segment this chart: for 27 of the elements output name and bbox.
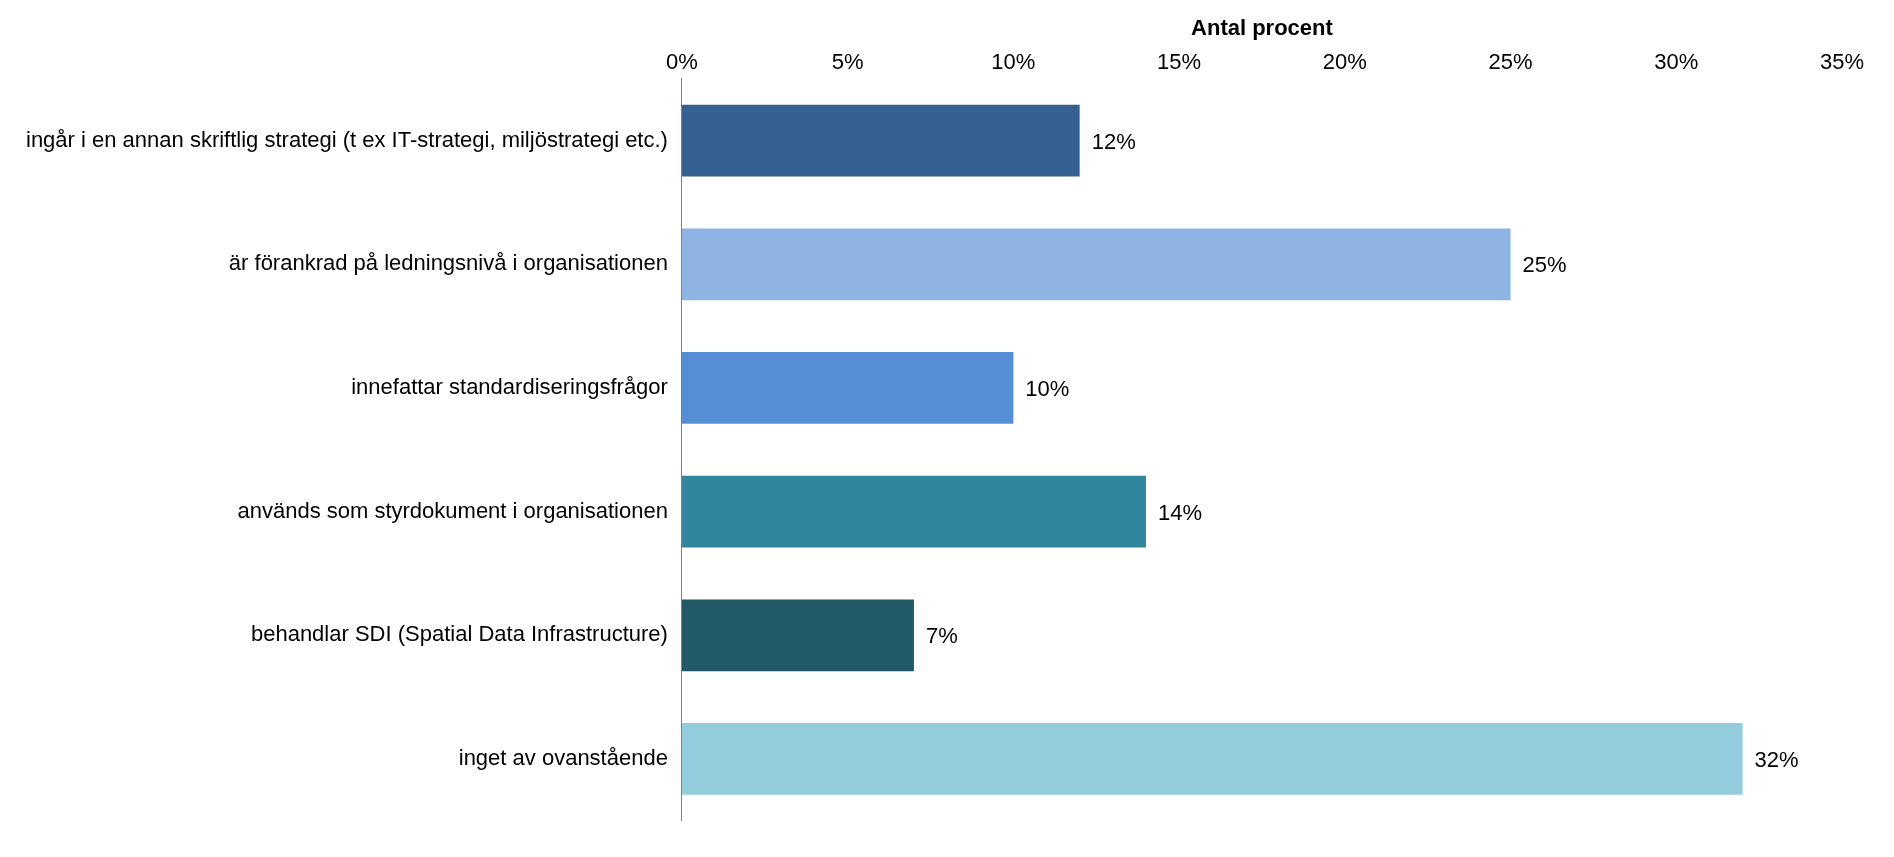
data-label: 10% xyxy=(1025,376,1070,402)
x-tick-label: 25% xyxy=(1488,48,1533,74)
bar xyxy=(681,599,914,672)
bar xyxy=(681,723,1743,795)
bar xyxy=(681,104,1080,177)
x-axis-title: Antal procent xyxy=(1191,15,1334,41)
data-label: 14% xyxy=(1157,499,1202,525)
x-tick-label: 5% xyxy=(831,48,864,74)
x-tick-label: 20% xyxy=(1322,48,1367,74)
y-tick-label: är förankrad på ledningsnivå i organisationen xyxy=(228,250,668,276)
x-tick-label: 0% xyxy=(666,48,698,74)
data-label: 12% xyxy=(1091,128,1136,154)
x-tick-label: 35% xyxy=(1819,48,1865,74)
y-tick-label: innefattar standardiseringsfrågor xyxy=(351,374,668,400)
y-tick-label: behandlar SDI (Spatial Data Infrastructure) xyxy=(250,621,668,647)
bar xyxy=(681,352,1014,424)
y-tick-label: inget av ovanstående xyxy=(458,745,668,771)
x-tick-label: 30% xyxy=(1654,48,1699,74)
bar xyxy=(681,228,1511,301)
y-tick-label: används som styrdokument i organisationen xyxy=(237,497,668,523)
y-tick-label: ingår i en annan skriftlig strategi (t ex IT-strategi, miljöstrategi etc.) xyxy=(26,126,668,152)
x-tick-label: 15% xyxy=(1157,48,1202,74)
data-label: 25% xyxy=(1522,252,1567,278)
data-label: 32% xyxy=(1754,747,1799,773)
bar xyxy=(681,475,1146,548)
x-tick-label: 10% xyxy=(991,48,1036,74)
data-label: 7% xyxy=(925,623,958,649)
